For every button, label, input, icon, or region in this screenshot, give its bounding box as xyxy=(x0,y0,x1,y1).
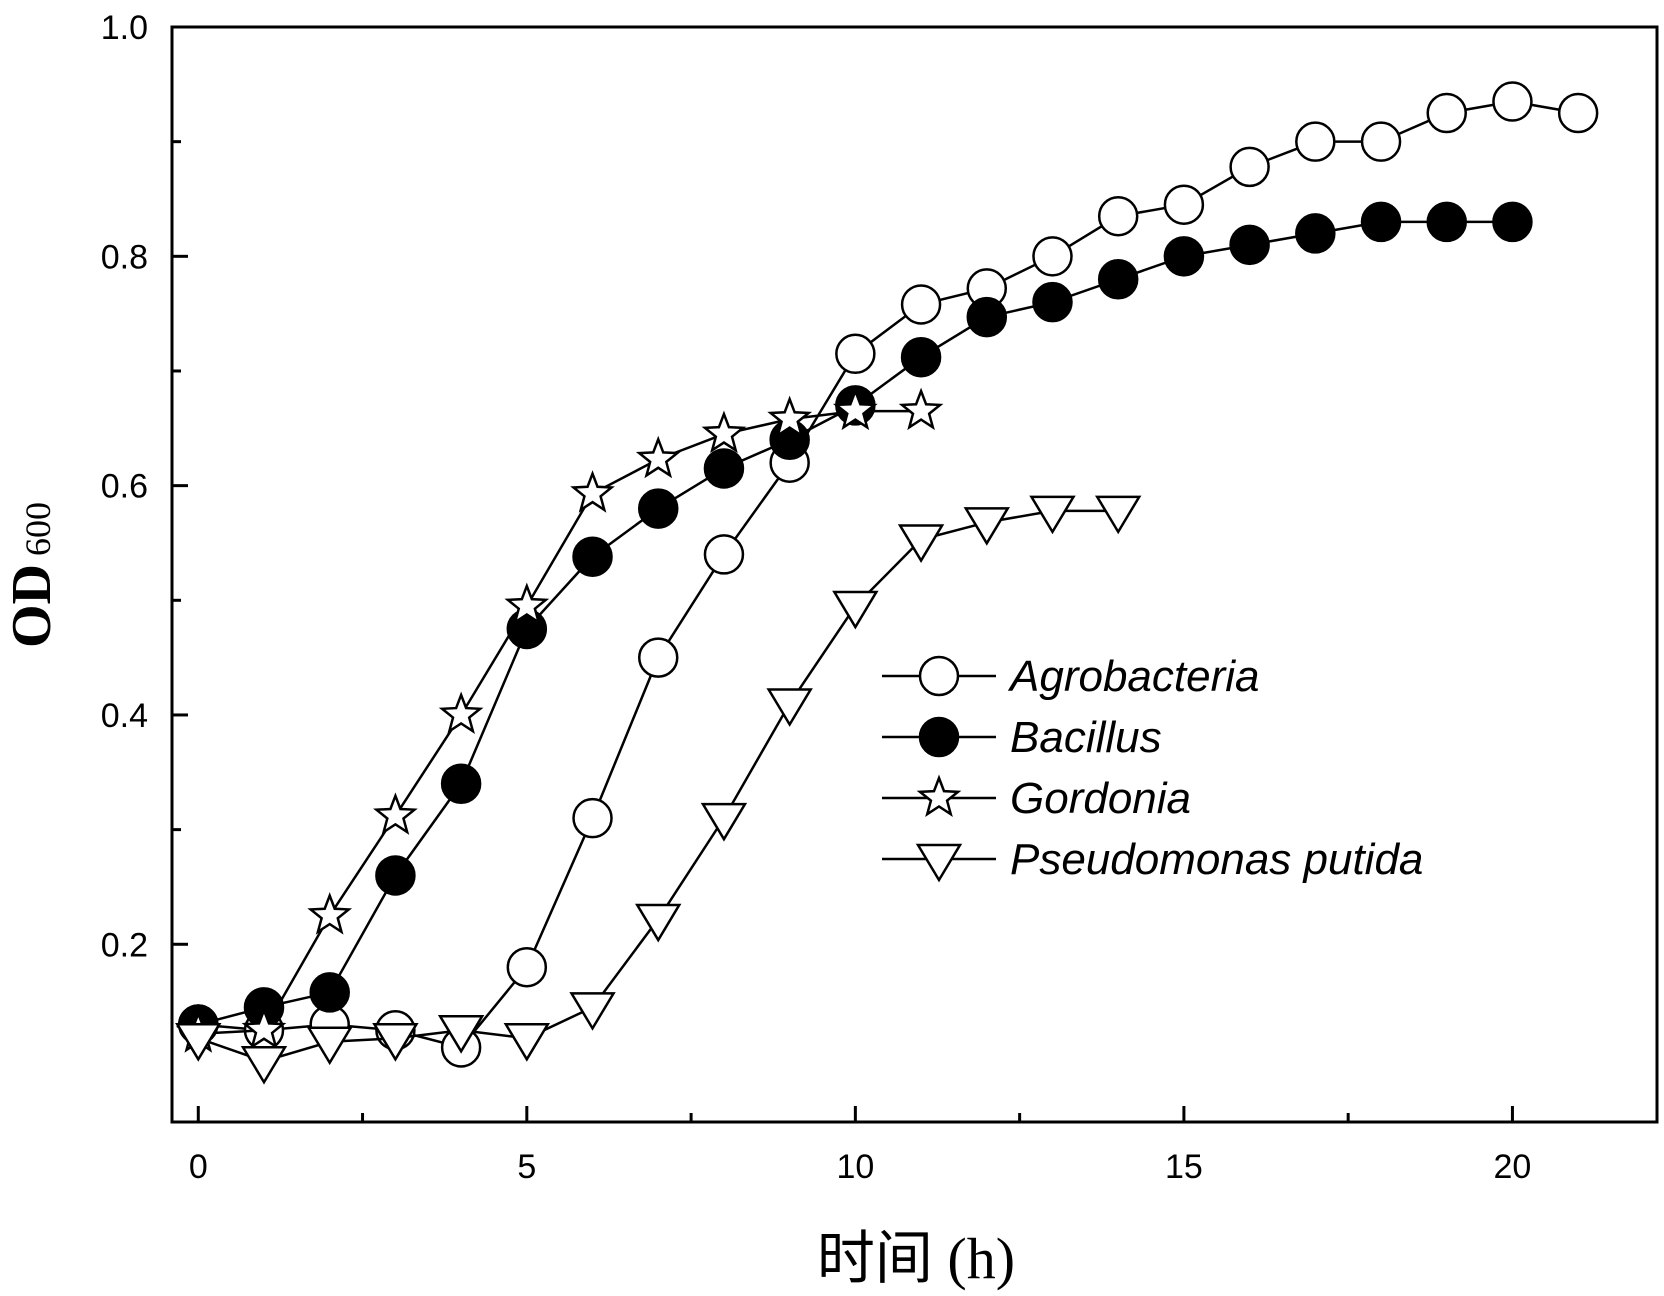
data-point xyxy=(1163,236,1205,277)
series-pseudomonas-putida xyxy=(175,495,1142,1085)
data-point xyxy=(701,410,747,454)
x-tick-label: 15 xyxy=(1165,1148,1203,1186)
data-point xyxy=(637,488,679,529)
data-point xyxy=(1097,259,1139,300)
legend-label: Pseudomonas putida xyxy=(1010,835,1423,884)
y-axis-title-sub: 600 xyxy=(18,502,58,556)
data-point xyxy=(1032,281,1073,323)
data-point xyxy=(175,1023,222,1062)
data-point xyxy=(572,536,613,577)
data-point xyxy=(703,448,745,489)
legend-marker xyxy=(916,774,962,818)
data-point xyxy=(1094,495,1142,535)
series-gordonia xyxy=(175,387,944,1053)
data-point xyxy=(373,792,418,835)
legend-marker xyxy=(915,843,963,883)
series-layer xyxy=(175,81,1599,1085)
plot-frame xyxy=(170,25,1659,1124)
data-point xyxy=(635,435,681,479)
legend-label: Gordonia xyxy=(1010,774,1191,823)
y-tick-label: 0.4 xyxy=(101,697,148,735)
legend-marker xyxy=(918,655,960,697)
data-point xyxy=(306,1026,353,1066)
legend-item: Bacillus xyxy=(882,713,1162,762)
data-point xyxy=(1295,121,1336,162)
data-point xyxy=(832,590,879,630)
data-point xyxy=(963,507,1010,546)
data-point xyxy=(1295,213,1336,254)
data-point xyxy=(1426,201,1467,243)
data-point xyxy=(572,797,613,839)
data-point xyxy=(703,534,745,575)
data-point xyxy=(440,763,482,805)
y-axis-title-main: OD xyxy=(1,564,63,648)
data-point xyxy=(1426,92,1467,134)
data-point xyxy=(1097,195,1139,237)
data-point xyxy=(504,582,550,626)
data-point xyxy=(1492,201,1533,243)
legend-item: Gordonia xyxy=(882,774,1191,823)
data-point xyxy=(767,395,813,439)
y-tick-label: 0.2 xyxy=(101,926,148,964)
legend: Agrobacteria Bacillus Gordonia Pseudomonas … xyxy=(882,652,1423,884)
series-line xyxy=(198,409,922,1035)
data-point xyxy=(898,387,944,431)
data-point xyxy=(897,524,945,563)
data-point xyxy=(1229,224,1270,266)
x-tick-label: 5 xyxy=(517,1148,536,1186)
data-point xyxy=(832,387,878,431)
data-point xyxy=(1492,81,1533,122)
legend-item: Agrobacteria xyxy=(882,652,1259,701)
data-point xyxy=(570,470,615,513)
axis-tick-labels: 0 5 10 15 20 0.2 0.4 0.6 0.8 1.0 xyxy=(101,9,1532,1186)
axis-ticks xyxy=(172,25,1514,1122)
data-point xyxy=(766,688,813,727)
data-point xyxy=(1557,92,1599,134)
x-tick-label: 0 xyxy=(189,1148,208,1186)
data-point xyxy=(240,1045,288,1085)
data-point xyxy=(1032,236,1073,277)
data-point xyxy=(1229,146,1270,188)
series-line xyxy=(198,100,1579,1049)
data-point xyxy=(569,992,616,1031)
y-tick-label: 1.0 xyxy=(101,9,148,47)
data-point xyxy=(900,284,942,325)
data-point xyxy=(966,296,1008,338)
data-point xyxy=(1360,121,1402,162)
y-tick-label: 0.6 xyxy=(101,468,148,506)
data-point xyxy=(307,892,353,935)
x-tick-label: 20 xyxy=(1494,1148,1532,1186)
data-point xyxy=(635,903,682,943)
legend-label: Agrobacteria xyxy=(1007,652,1259,701)
data-point xyxy=(1360,201,1402,243)
legend-label: Bacillus xyxy=(1010,713,1162,762)
legend-item: Pseudomonas putida xyxy=(882,835,1423,884)
x-tick-label: 10 xyxy=(836,1148,874,1186)
data-point xyxy=(1163,184,1205,225)
data-point xyxy=(900,336,942,378)
y-axis-title: OD 600 xyxy=(1,502,63,648)
data-point xyxy=(372,1023,419,1062)
x-axis-title: 时间 (h) xyxy=(817,1226,1015,1291)
y-tick-label: 0.8 xyxy=(101,238,148,276)
data-point xyxy=(637,637,679,678)
data-point xyxy=(700,802,748,842)
data-point xyxy=(375,855,416,896)
data-point xyxy=(437,1015,485,1054)
data-point xyxy=(309,972,350,1013)
legend-marker xyxy=(918,716,960,758)
data-point xyxy=(506,946,548,988)
data-point xyxy=(1029,495,1076,535)
data-point xyxy=(241,1006,287,1050)
data-point xyxy=(835,333,876,375)
series-bacillus xyxy=(178,201,1533,1045)
data-point xyxy=(438,691,484,734)
data-point xyxy=(503,1023,551,1062)
